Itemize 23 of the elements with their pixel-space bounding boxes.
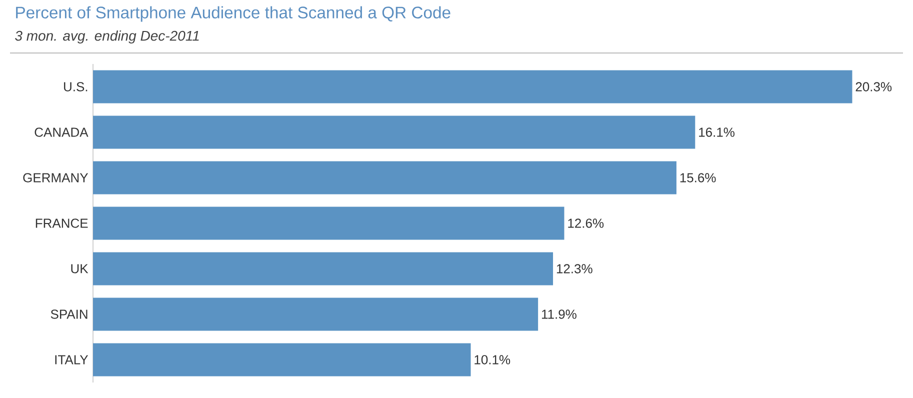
y-tick-label: SPAIN [50,310,88,319]
bar [93,252,554,286]
bar [93,343,471,376]
data-label: 20.3% [856,82,892,92]
data-label: 12.6% [568,218,604,228]
bar [93,161,676,194]
y-tick-label: ITALY [55,355,88,364]
bar [93,206,564,240]
y-tick-label: FRANCE [36,218,88,228]
y-tick-label: GERMANY [23,173,88,182]
bar [93,116,696,149]
data-label: 10.1% [474,355,510,364]
chart-title: Percent of Smartphone Audience that Scanned a QR Code [16,6,450,22]
y-tick-label: CANADA [34,128,88,137]
data-label: 16.1% [699,128,734,137]
chart-subtitle: 3 mon. avg. ending Dec-2011 [15,30,199,44]
y-tick-label: U.S. [64,82,88,92]
bar [93,70,852,104]
y-tick-label: UK [71,264,88,274]
data-label: 12.3% [556,264,592,274]
data-label: 15.6% [680,173,716,182]
data-label: 11.9% [542,310,576,319]
bar [93,298,538,331]
